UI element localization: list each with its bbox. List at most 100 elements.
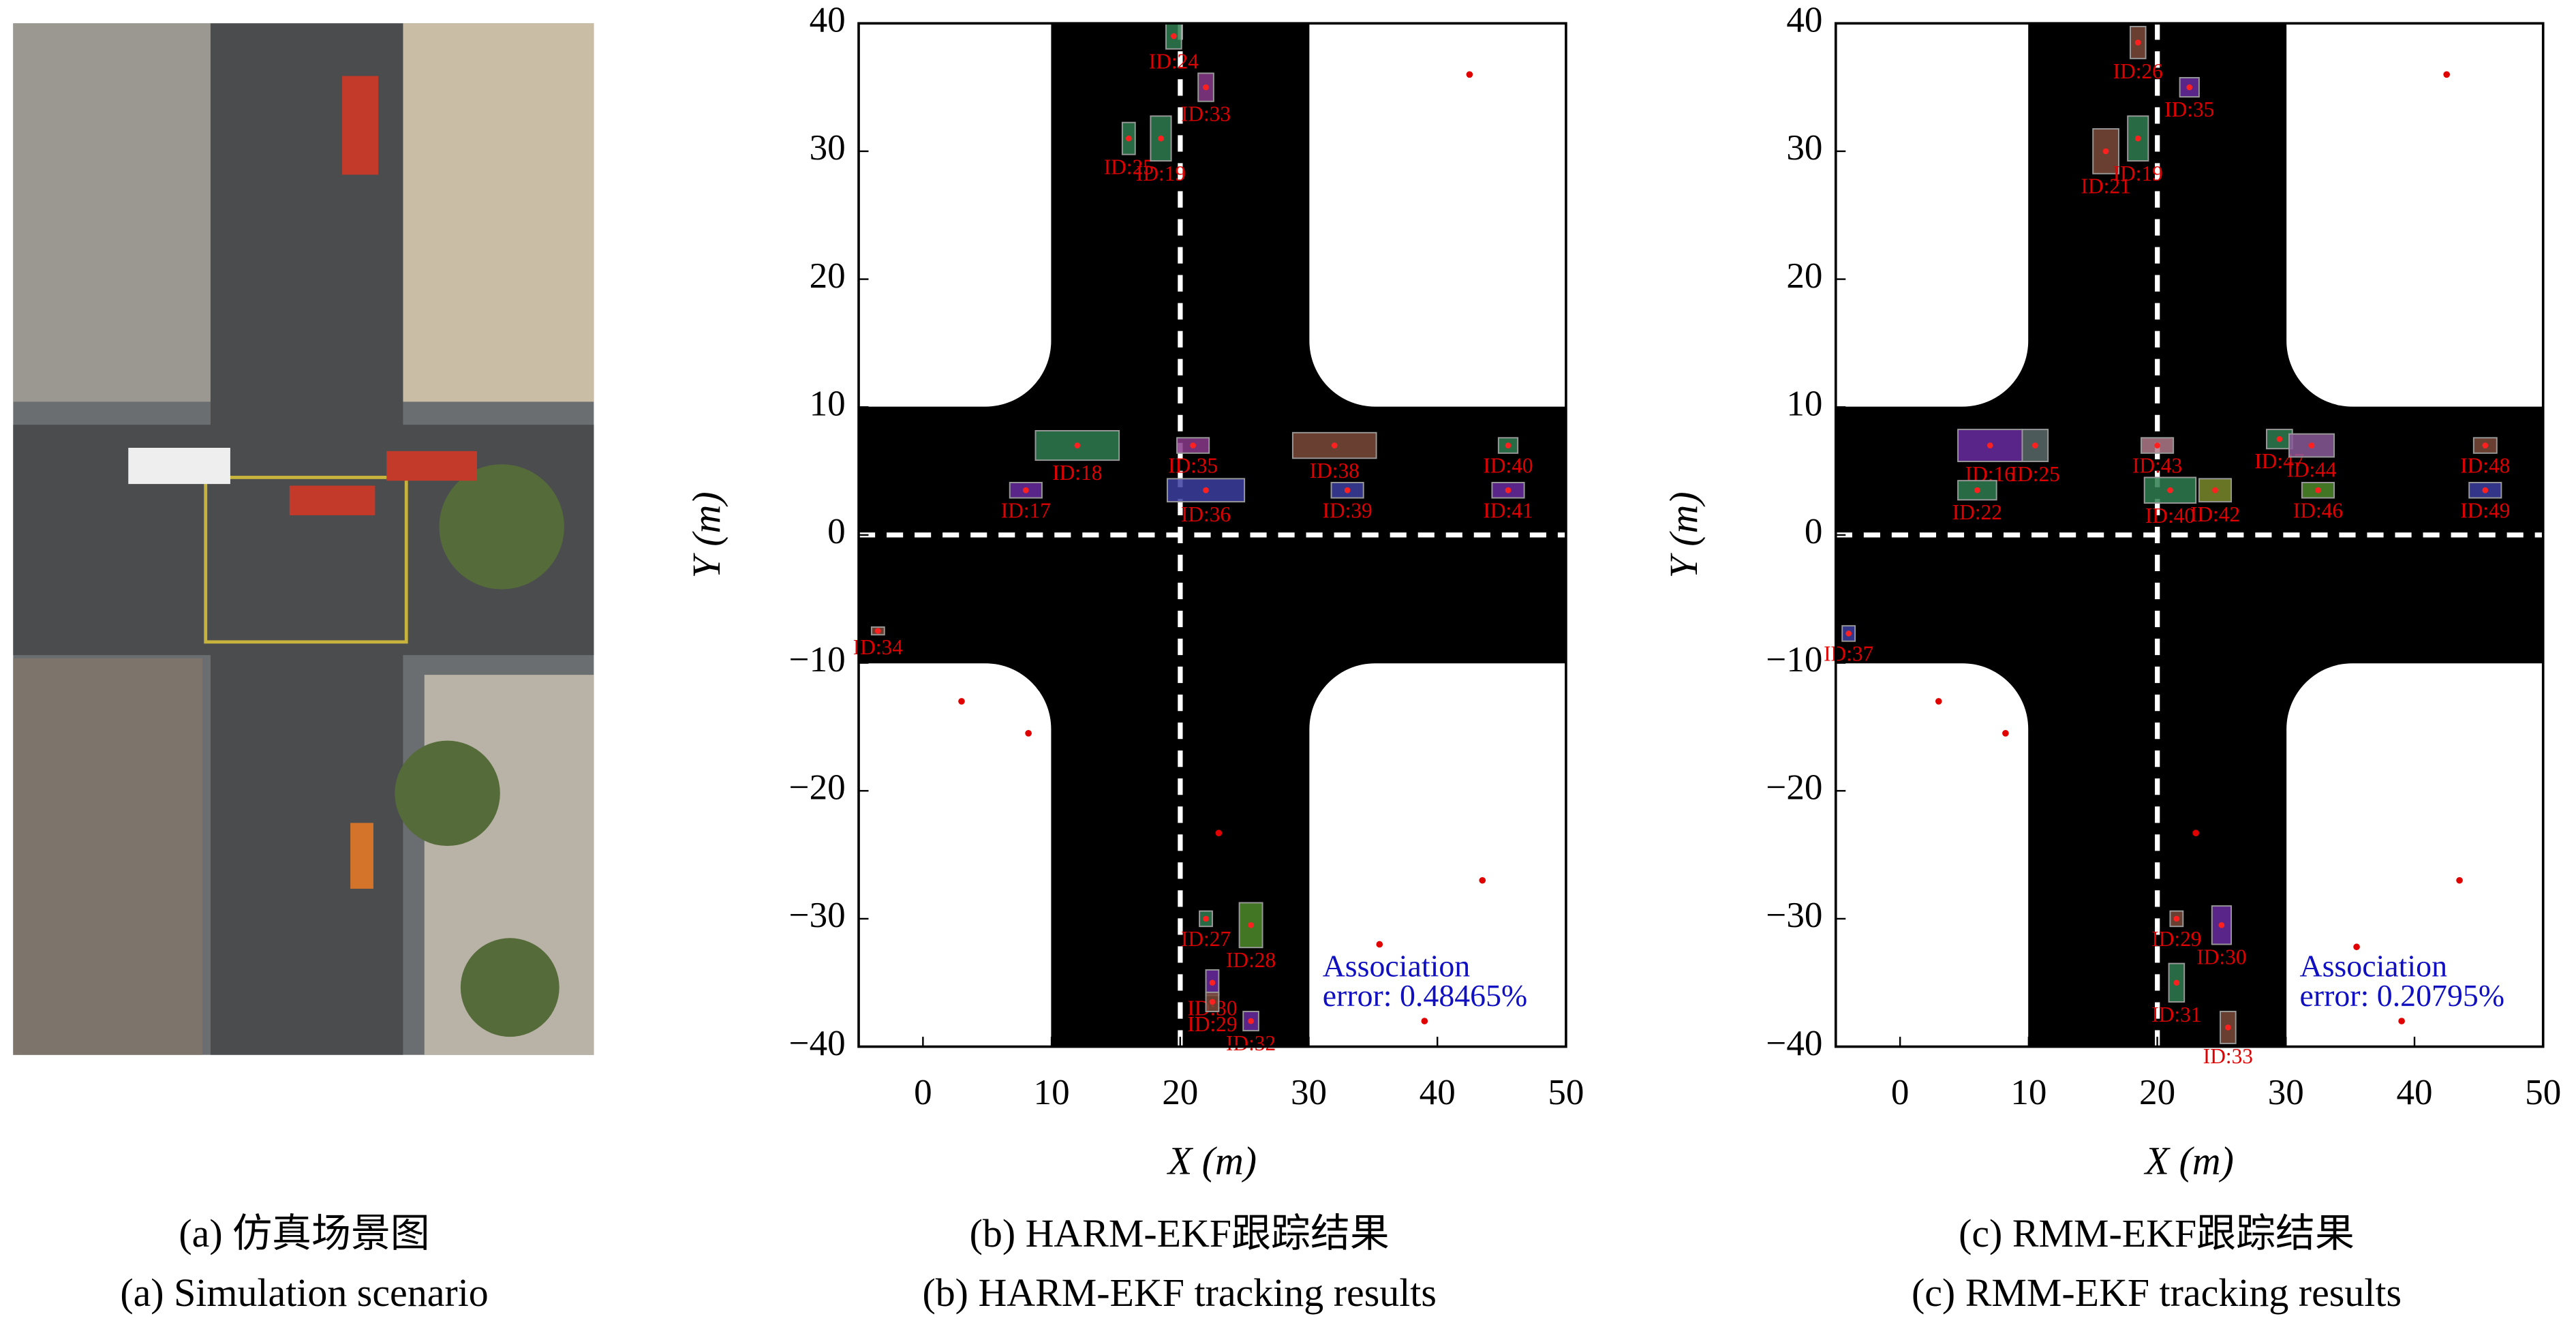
y-tick-label: 0 — [827, 512, 846, 551]
measurement-point — [1466, 71, 1473, 78]
object-label: ID:33 — [1181, 102, 1231, 126]
object-center — [1987, 442, 1993, 448]
object-center — [1505, 487, 1512, 493]
y-tick-label: −30 — [1766, 896, 1822, 935]
object-center — [1845, 630, 1852, 637]
y-tick-label: 40 — [1786, 0, 1822, 40]
tracked-object — [2179, 77, 2200, 98]
x-tick-label: 20 — [1162, 1073, 1198, 1112]
y-tick-label: 10 — [1786, 384, 1822, 423]
x-tick-label: 40 — [1420, 1073, 1456, 1112]
object-label: ID:49 — [2460, 498, 2510, 522]
object-label: ID:35 — [1168, 454, 1218, 478]
x-tick-label: 0 — [1891, 1073, 1910, 1112]
object-label: ID:25 — [2010, 462, 2060, 486]
x-tick-label: 10 — [1034, 1073, 1070, 1112]
x-tick-label: 10 — [2010, 1073, 2046, 1112]
object-label: ID:21 — [2081, 174, 2131, 198]
y-axis-label: Y (m) — [684, 491, 729, 578]
x-tick-label: 20 — [2139, 1073, 2175, 1112]
caption: (c) RMM-EKF tracking results — [1912, 1270, 2402, 1315]
y-tick-label: 10 — [810, 384, 846, 423]
object-center — [1125, 135, 1132, 142]
measurement-point — [2002, 729, 2009, 737]
x-tick-label: 30 — [1291, 1073, 1327, 1112]
caption: (a) Simulation scenario — [120, 1270, 488, 1315]
object-label: ID:34 — [853, 635, 903, 659]
object-label: ID:40 — [2145, 504, 2195, 528]
object-center — [2218, 922, 2225, 928]
object-label: ID:29 — [2151, 927, 2201, 951]
object-center — [1331, 442, 1338, 448]
object-label: ID:31 — [2151, 1003, 2201, 1026]
object-label: ID:19 — [1136, 162, 1186, 185]
object-center — [1505, 442, 1512, 448]
measurement-point — [1479, 877, 1486, 884]
object-label: ID:19 — [2113, 162, 2163, 185]
y-axis-label: Y (m) — [1661, 491, 1706, 578]
object-label: ID:24 — [1149, 50, 1199, 74]
object-center — [1344, 487, 1351, 493]
y-tick-label: −20 — [789, 767, 846, 807]
measurement-point — [1025, 729, 1032, 737]
y-tick-label: −40 — [1766, 1024, 1822, 1063]
chart-panel: ID:26ID:35ID:21ID:19ID:16ID:25ID:22ID:43… — [1661, 0, 2561, 1314]
y-tick-label: 30 — [1786, 128, 1822, 168]
object-center — [2167, 487, 2173, 493]
x-tick-label: 30 — [2268, 1073, 2304, 1112]
object-center — [1209, 999, 1216, 1005]
object-label: ID:41 — [1483, 498, 1533, 522]
object-center — [2031, 442, 2038, 448]
y-tick-label: −20 — [1766, 767, 1822, 807]
caption: (a) 仿真场景图 — [179, 1211, 429, 1255]
object-label: ID:42 — [2190, 502, 2240, 526]
caption: (c) RMM-EKF跟踪结果 — [1959, 1211, 2355, 1255]
tracked-object — [2198, 478, 2233, 503]
object-label: ID:38 — [1310, 459, 1360, 483]
object-label: ID:18 — [1052, 461, 1102, 485]
object-center — [2225, 1024, 2231, 1031]
object-center — [1190, 442, 1197, 448]
y-tick-label: 20 — [1786, 256, 1822, 296]
object-center — [1203, 915, 1209, 922]
measurement-point — [1215, 829, 1223, 837]
measurement-point — [2456, 877, 2463, 884]
object-label: ID:30 — [2196, 945, 2246, 969]
y-tick-label: 0 — [1805, 512, 1823, 551]
annotation: error: 0.48465% — [1323, 978, 1528, 1013]
road-map — [1835, 23, 2543, 1047]
x-axis-label: X (m) — [1167, 1139, 1257, 1183]
y-tick-label: −30 — [789, 896, 846, 935]
caption: (b) HARM-EKF tracking results — [922, 1270, 1436, 1315]
x-axis-label: X (m) — [2144, 1139, 2234, 1183]
object-label: ID:29 — [1187, 1012, 1237, 1036]
annotation: Association — [1323, 949, 1471, 984]
object-label: ID:32 — [1226, 1031, 1276, 1055]
object-center — [2308, 442, 2315, 448]
object-center — [2482, 487, 2489, 493]
tracked-object — [2211, 905, 2233, 945]
object-center — [1203, 84, 1209, 91]
object-label: ID:33 — [2203, 1044, 2253, 1068]
object-center — [1248, 1018, 1254, 1024]
measurement-point — [958, 698, 965, 705]
object-label: ID:28 — [1226, 948, 1276, 972]
object-center — [874, 628, 881, 635]
object-label: ID:43 — [2132, 454, 2182, 478]
object-label: ID:44 — [2286, 457, 2336, 481]
object-center — [1171, 33, 1177, 40]
object-label: ID:26 — [2113, 59, 2163, 83]
measurement-point — [1376, 941, 1383, 948]
annotation: Association — [2299, 949, 2447, 984]
object-center — [2482, 442, 2489, 448]
object-label: ID:25 — [1104, 155, 1154, 179]
measurement-point — [1935, 698, 1942, 705]
caption: (b) HARM-EKF跟踪结果 — [970, 1211, 1390, 1255]
object-center — [1248, 922, 1254, 928]
measurement-point — [2398, 1018, 2405, 1024]
object-label: ID:22 — [1952, 500, 2002, 524]
y-tick-label: −10 — [1766, 640, 1822, 680]
y-tick-label: 40 — [810, 0, 846, 40]
